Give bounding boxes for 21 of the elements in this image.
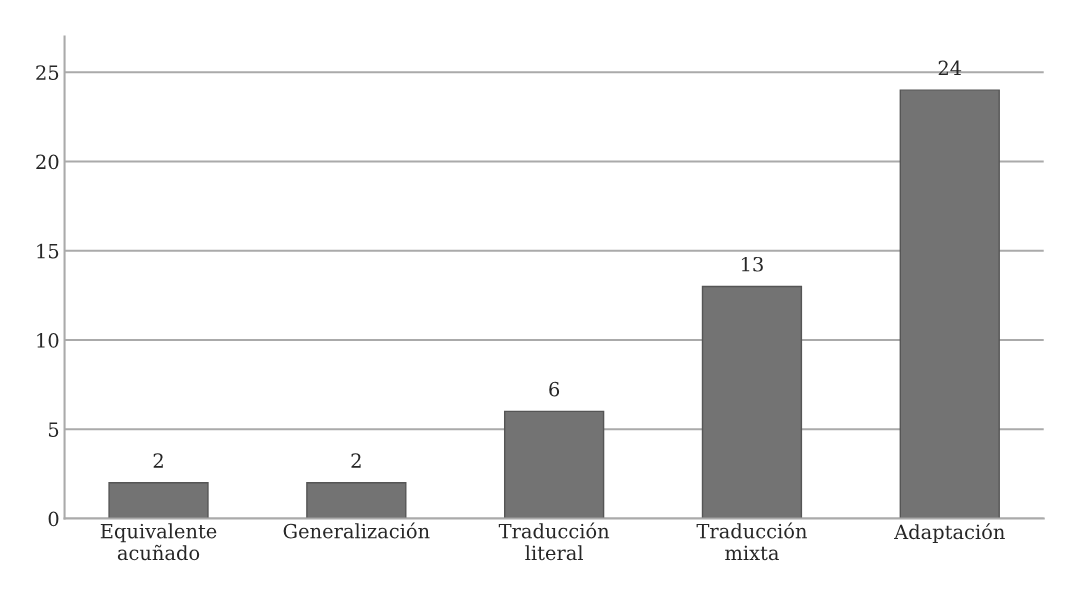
- y-tick-label: 0: [48, 511, 59, 527]
- bar: [701, 285, 803, 519]
- y-tick-label: 10: [37, 332, 59, 348]
- bar: [503, 410, 605, 519]
- data-label: 6: [549, 381, 560, 397]
- data-label: 13: [741, 256, 763, 272]
- y-tick-label: 5: [48, 422, 59, 437]
- x-tick-label: Equivalente acuñado: [100, 523, 217, 561]
- x-tick-label: Traducción mixta: [696, 522, 807, 561]
- x-tick-label: Generalización: [283, 522, 430, 539]
- bar: [306, 482, 407, 519]
- bar: [899, 89, 1000, 519]
- x-tick-label: Adaptación: [894, 523, 1005, 543]
- data-label: 2: [351, 453, 361, 468]
- x-tick-label: Traducción literal: [498, 522, 610, 561]
- y-tick-label: 25: [36, 65, 59, 80]
- y-tick-label: 15: [37, 243, 59, 259]
- data-label: 2: [153, 453, 163, 468]
- data-label: 24: [938, 60, 962, 75]
- bar: [108, 482, 209, 519]
- y-tick-label: 20: [36, 154, 59, 170]
